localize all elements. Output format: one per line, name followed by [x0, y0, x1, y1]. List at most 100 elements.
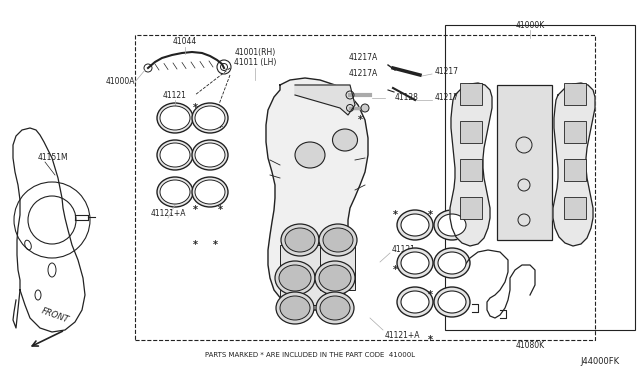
Ellipse shape [441, 254, 463, 272]
Ellipse shape [401, 214, 429, 236]
Ellipse shape [195, 143, 225, 167]
Text: 41121+A: 41121+A [150, 208, 186, 218]
Bar [460, 121, 482, 143]
Text: 41001(RH): 41001(RH) [234, 48, 276, 57]
Bar [445, 25, 635, 330]
Bar [135, 35, 595, 340]
Text: *: * [193, 205, 198, 215]
Ellipse shape [195, 180, 225, 204]
Ellipse shape [319, 265, 351, 291]
Text: *: * [358, 115, 362, 125]
Ellipse shape [434, 248, 470, 278]
Text: 41217: 41217 [435, 67, 459, 77]
Text: *: * [218, 158, 223, 168]
Ellipse shape [285, 228, 315, 252]
Ellipse shape [276, 292, 314, 324]
Ellipse shape [195, 106, 225, 130]
Ellipse shape [157, 140, 193, 170]
Ellipse shape [279, 265, 311, 291]
Text: *: * [428, 335, 433, 345]
Ellipse shape [316, 292, 354, 324]
Text: 41000A: 41000A [105, 77, 135, 87]
Text: *: * [428, 210, 433, 220]
Ellipse shape [333, 129, 358, 151]
Text: 41000K: 41000K [515, 20, 545, 29]
Ellipse shape [192, 177, 228, 207]
Text: 41217A: 41217A [349, 68, 378, 77]
Polygon shape [553, 83, 595, 246]
Ellipse shape [404, 254, 426, 272]
Polygon shape [266, 78, 368, 310]
Ellipse shape [197, 182, 223, 202]
Ellipse shape [160, 143, 190, 167]
Ellipse shape [192, 103, 228, 133]
Ellipse shape [404, 217, 426, 234]
Ellipse shape [315, 261, 355, 295]
Ellipse shape [162, 145, 188, 165]
Text: 41121: 41121 [163, 90, 187, 99]
Text: *: * [218, 123, 223, 133]
Polygon shape [295, 85, 355, 115]
Text: *: * [392, 265, 397, 275]
Ellipse shape [157, 103, 193, 133]
Ellipse shape [280, 296, 310, 320]
Bar [564, 159, 586, 181]
Bar [564, 121, 586, 143]
Ellipse shape [192, 140, 228, 170]
Ellipse shape [438, 214, 466, 236]
Ellipse shape [397, 210, 433, 240]
Text: 41080K: 41080K [515, 340, 545, 350]
Ellipse shape [397, 287, 433, 317]
Text: PARTS MARKED * ARE INCLUDED IN THE PART CODE  41000L: PARTS MARKED * ARE INCLUDED IN THE PART … [205, 352, 415, 358]
Ellipse shape [404, 294, 426, 311]
Bar [497, 85, 552, 240]
Ellipse shape [401, 252, 429, 274]
Polygon shape [450, 83, 492, 246]
Ellipse shape [401, 291, 429, 313]
Ellipse shape [441, 217, 463, 234]
Ellipse shape [434, 210, 470, 240]
Text: 41121: 41121 [392, 246, 416, 254]
Bar [564, 197, 586, 219]
Text: 41121+A: 41121+A [385, 330, 420, 340]
Bar [460, 197, 482, 219]
Text: *: * [458, 210, 463, 220]
Text: *: * [218, 205, 223, 215]
Text: 41044: 41044 [173, 38, 197, 46]
Text: 41011 (LH): 41011 (LH) [234, 58, 276, 67]
Text: 41217A: 41217A [349, 54, 378, 62]
Text: *: * [193, 240, 198, 250]
Ellipse shape [319, 224, 357, 256]
Text: *: * [392, 210, 397, 220]
Ellipse shape [438, 291, 466, 313]
Ellipse shape [397, 248, 433, 278]
Ellipse shape [162, 108, 188, 128]
Text: *: * [212, 240, 218, 250]
Text: 41217: 41217 [435, 93, 459, 103]
Bar [460, 159, 482, 181]
Ellipse shape [197, 108, 223, 128]
Bar [564, 83, 586, 105]
Ellipse shape [160, 180, 190, 204]
Text: *: * [193, 103, 198, 113]
Ellipse shape [323, 228, 353, 252]
Ellipse shape [160, 106, 190, 130]
Ellipse shape [275, 261, 315, 295]
Text: FRONT: FRONT [40, 307, 70, 325]
Ellipse shape [197, 145, 223, 165]
Ellipse shape [281, 224, 319, 256]
Ellipse shape [438, 252, 466, 274]
Text: J44000FK: J44000FK [581, 357, 620, 366]
Ellipse shape [295, 142, 325, 168]
Text: 41151M: 41151M [38, 154, 68, 163]
Bar [320, 245, 355, 290]
Ellipse shape [434, 287, 470, 317]
Ellipse shape [441, 294, 463, 311]
Circle shape [361, 104, 369, 112]
Ellipse shape [320, 296, 350, 320]
Text: 41128: 41128 [395, 93, 419, 103]
Ellipse shape [157, 177, 193, 207]
Bar [460, 83, 482, 105]
Text: *: * [428, 290, 433, 300]
Ellipse shape [162, 182, 188, 202]
